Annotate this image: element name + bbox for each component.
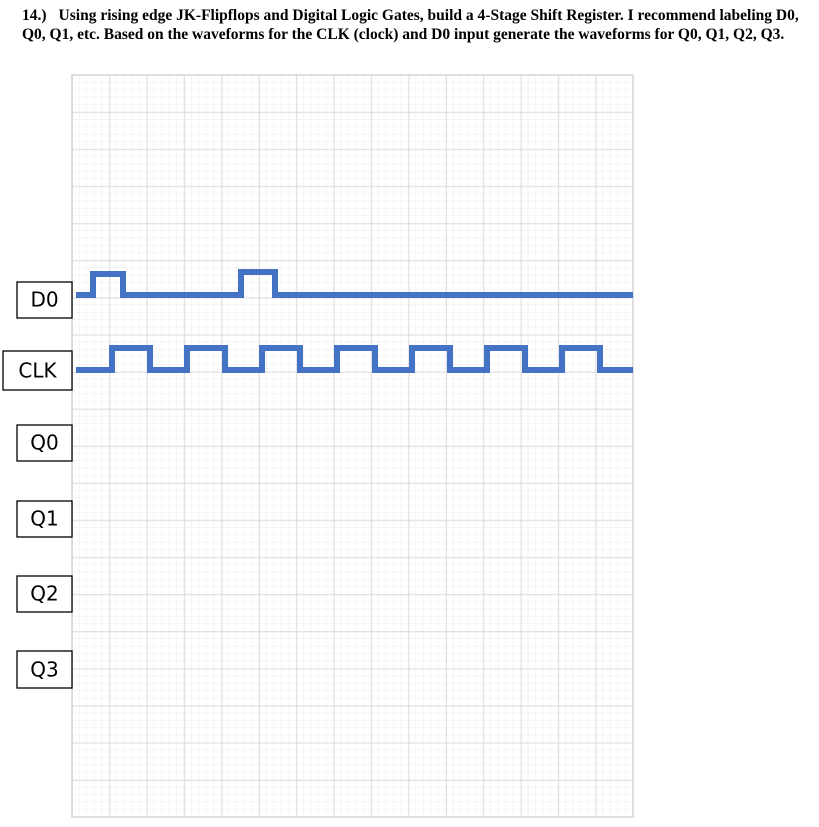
signal-label: CLK [18, 359, 57, 383]
label-box [16, 281, 73, 319]
question: 14.) Using rising edge JK-Flipflops and D… [22, 6, 802, 44]
label-box [16, 500, 73, 538]
label-box [16, 650, 73, 689]
label-box [2, 350, 73, 391]
signal-label: Q3 [30, 658, 58, 682]
signal-label: Q0 [30, 431, 58, 455]
grid-major [72, 75, 633, 817]
signal-label: Q1 [30, 507, 58, 531]
question-text: Using rising edge JK-Flipflops and Digit… [22, 7, 799, 43]
signal-label: Q2 [30, 582, 58, 606]
label-box [16, 424, 73, 462]
question-number: 14.) [22, 7, 47, 24]
clk-waveform [76, 345, 633, 373]
label-box [16, 575, 73, 613]
d0-waveform [76, 269, 633, 298]
signal-label: D0 [30, 288, 58, 312]
